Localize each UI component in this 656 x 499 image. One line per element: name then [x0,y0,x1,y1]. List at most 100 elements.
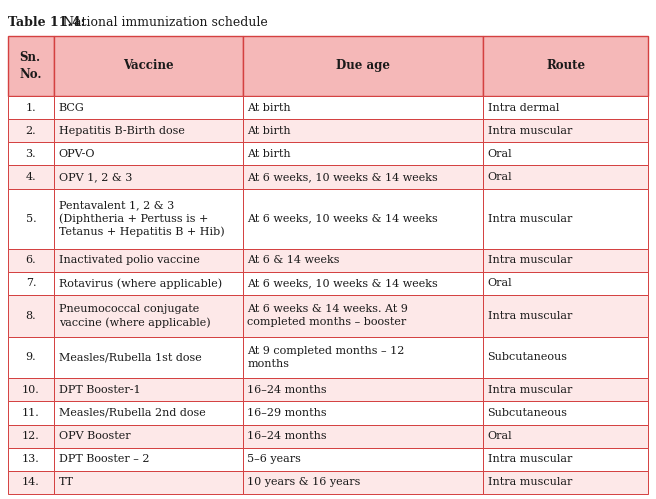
Text: 12.: 12. [22,431,40,441]
Text: Table 11.4:: Table 11.4: [8,16,85,29]
Text: 16–29 months: 16–29 months [247,408,327,418]
Bar [8,166,54,189]
Text: At 6 weeks, 10 weeks & 14 weeks: At 6 weeks, 10 weeks & 14 weeks [247,278,438,288]
Text: Vaccine: Vaccine [123,59,174,72]
Bar [54,448,243,471]
Bar [243,119,483,142]
Bar [483,448,648,471]
Text: Intra muscular: Intra muscular [487,126,572,136]
Text: Route: Route [546,59,585,72]
Bar [483,96,648,119]
Bar [243,448,483,471]
Bar [243,378,483,401]
Bar [54,471,243,494]
Bar [483,378,648,401]
Bar [54,295,243,337]
Text: Intra muscular: Intra muscular [487,478,572,488]
Text: At 6 & 14 weeks: At 6 & 14 weeks [247,255,340,265]
Text: 6.: 6. [26,255,36,265]
Text: At birth: At birth [247,103,291,113]
Bar [54,425,243,448]
Bar [243,272,483,295]
Bar [54,96,243,119]
Text: 9.: 9. [26,352,36,362]
Bar [8,249,54,272]
Bar [8,401,54,425]
Bar [54,119,243,142]
Bar [8,337,54,378]
Text: OPV Booster: OPV Booster [58,431,130,441]
Bar [54,337,243,378]
Bar [8,295,54,337]
Text: 2.: 2. [26,126,36,136]
Bar [54,36,243,96]
Bar [483,249,648,272]
Bar [54,249,243,272]
Text: 10.: 10. [22,385,40,395]
Text: Pneumococcal conjugate
vaccine (where applicable): Pneumococcal conjugate vaccine (where ap… [58,304,210,327]
Bar [483,189,648,249]
Bar [8,189,54,249]
Text: Intra dermal: Intra dermal [487,103,559,113]
Bar [483,401,648,425]
Text: Oral: Oral [487,149,512,159]
Text: Due age: Due age [336,59,390,72]
Text: Intra muscular: Intra muscular [487,311,572,321]
Text: Inactivated polio vaccine: Inactivated polio vaccine [58,255,199,265]
Bar [8,425,54,448]
Text: Sn.
No.: Sn. No. [20,51,42,81]
Text: At 6 weeks, 10 weeks & 14 weeks: At 6 weeks, 10 weeks & 14 weeks [247,214,438,224]
Text: 1.: 1. [26,103,36,113]
Text: 7.: 7. [26,278,36,288]
Bar [243,142,483,166]
Bar [483,119,648,142]
Bar [8,36,54,96]
Text: At 9 completed months – 12
months: At 9 completed months – 12 months [247,346,405,369]
Bar [54,189,243,249]
Text: OPV 1, 2 & 3: OPV 1, 2 & 3 [58,172,132,182]
Text: Pentavalent 1, 2 & 3
(Diphtheria + Pertuss is +
Tetanus + Hepatitis B + Hib): Pentavalent 1, 2 & 3 (Diphtheria + Pertu… [58,200,224,237]
Bar [243,295,483,337]
Bar [54,401,243,425]
Bar [243,166,483,189]
Bar [54,272,243,295]
Text: BCG: BCG [58,103,85,113]
Bar [243,36,483,96]
Text: 10 years & 16 years: 10 years & 16 years [247,478,361,488]
Bar [54,378,243,401]
Text: DPT Booster-1: DPT Booster-1 [58,385,140,395]
Text: At birth: At birth [247,126,291,136]
Text: Subcutaneous: Subcutaneous [487,408,567,418]
Text: 8.: 8. [26,311,36,321]
Bar [243,189,483,249]
Bar [243,401,483,425]
Text: Intra muscular: Intra muscular [487,454,572,464]
Text: OPV-O: OPV-O [58,149,95,159]
Text: Hepatitis B-Birth dose: Hepatitis B-Birth dose [58,126,184,136]
Text: National immunization schedule: National immunization schedule [55,16,268,29]
Bar [243,471,483,494]
Bar [243,337,483,378]
Bar [8,378,54,401]
Bar [243,96,483,119]
Bar [8,471,54,494]
Bar [483,425,648,448]
Bar [483,166,648,189]
Text: Intra muscular: Intra muscular [487,214,572,224]
Text: DPT Booster – 2: DPT Booster – 2 [58,454,149,464]
Text: Subcutaneous: Subcutaneous [487,352,567,362]
Bar [8,119,54,142]
Text: Oral: Oral [487,278,512,288]
Bar [483,272,648,295]
Bar [483,142,648,166]
Text: At 6 weeks & 14 weeks. At 9
completed months – booster: At 6 weeks & 14 weeks. At 9 completed mo… [247,304,408,327]
Bar [8,448,54,471]
Bar [483,337,648,378]
Text: 11.: 11. [22,408,40,418]
Text: 4.: 4. [26,172,36,182]
Text: Measles/Rubella 1st dose: Measles/Rubella 1st dose [58,352,201,362]
Bar [483,471,648,494]
Text: Oral: Oral [487,431,512,441]
Bar [243,425,483,448]
Text: 16–24 months: 16–24 months [247,431,327,441]
